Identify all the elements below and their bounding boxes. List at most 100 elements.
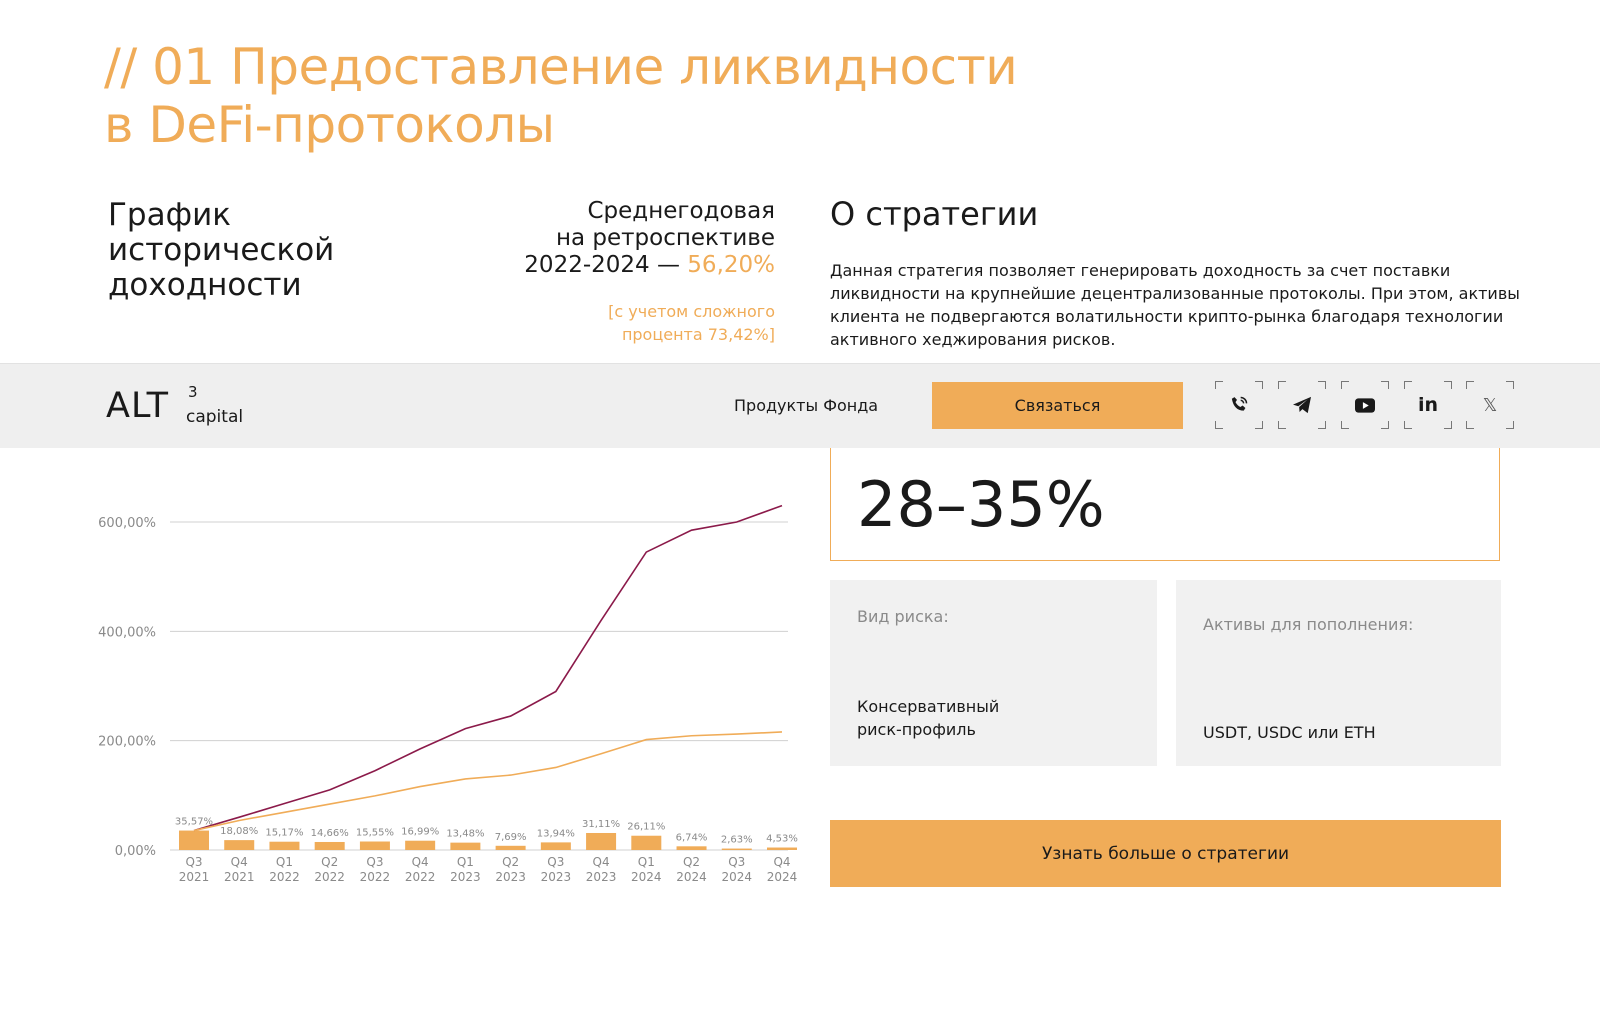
compound-line2: процента 73,42%] xyxy=(621,325,775,344)
average-period: 2022-2024 — xyxy=(524,252,688,278)
bar xyxy=(586,832,617,850)
bar-value-label: 2,63% xyxy=(721,835,753,846)
bar xyxy=(450,842,481,850)
bar xyxy=(495,845,526,850)
youtube-icon[interactable] xyxy=(1341,381,1389,429)
navbar: ALT 3 capital Продукты Фонда Связаться i… xyxy=(0,363,1600,448)
x-tick-quarter: Q4 xyxy=(593,855,610,869)
x-tick-year: 2024 xyxy=(767,870,798,884)
bar-value-label: 31,11% xyxy=(582,819,620,830)
series-line xyxy=(193,504,783,832)
average-value: 56,20% xyxy=(687,252,775,278)
history-chart: 0,00% 200,00% 400,00% 600,00% 35,57% 18,08% 15… xyxy=(70,470,810,890)
x-tick-quarter: Q1 xyxy=(638,855,655,869)
x-tick-quarter: Q3 xyxy=(728,855,745,869)
bar xyxy=(767,847,797,850)
assets-value: USDT, USDC или ETH xyxy=(1203,723,1376,742)
x-tick-year: 2024 xyxy=(676,870,707,884)
x-tick-year: 2024 xyxy=(721,870,752,884)
history-title-line2: исторической xyxy=(108,232,335,268)
bar-value-label: 15,55% xyxy=(356,827,394,838)
x-tick-quarter: Q4 xyxy=(412,855,429,869)
bar xyxy=(721,848,752,850)
x-tick-quarter: Q4 xyxy=(231,855,248,869)
bar xyxy=(314,841,345,850)
risk-card: Вид риска: Консервативный риск-профиль xyxy=(830,580,1157,766)
x-tick-quarter: Q1 xyxy=(276,855,293,869)
about-title: О стратегии xyxy=(830,195,1039,233)
x-tick-year: 2021 xyxy=(179,870,210,884)
page-title: // 01 Предоставление ликвидности в DeFi-… xyxy=(104,38,1304,154)
bar xyxy=(269,841,300,850)
bar xyxy=(405,840,436,850)
compound-note: [с учетом сложного процента 73,42%] xyxy=(430,300,775,346)
learn-more-button[interactable]: Узнать больше о стратегии xyxy=(830,820,1501,887)
risk-value-line2: риск-профиль xyxy=(857,720,976,739)
telegram-icon-glyph xyxy=(1293,396,1311,414)
risk-value-line1: Консервативный xyxy=(857,697,1000,716)
bar-value-label: 35,57% xyxy=(175,817,213,828)
telegram-icon[interactable] xyxy=(1278,381,1326,429)
x-tick-quarter: Q4 xyxy=(773,855,790,869)
bar xyxy=(359,841,390,850)
page-title-line1: // 01 Предоставление ликвидности xyxy=(104,38,1018,96)
logo-subtitle: capital xyxy=(186,407,244,427)
x-tick-quarter: Q1 xyxy=(457,855,474,869)
x-icon[interactable]: 𝕏 xyxy=(1466,381,1514,429)
average-line1: Среднегодовая xyxy=(587,198,775,224)
page-title-line2: в DeFi-протоколы xyxy=(104,96,555,154)
risk-value: Консервативный риск-профиль xyxy=(857,695,999,741)
average-return: Среднегодовая на ретроспективе 2022-2024… xyxy=(430,198,775,279)
y-tick-label: 200,00% xyxy=(98,735,156,750)
youtube-icon-glyph xyxy=(1355,397,1375,413)
bar xyxy=(676,846,707,850)
x-tick-year: 2022 xyxy=(314,870,345,884)
logo-superscript: 3 xyxy=(188,383,198,401)
x-tick-quarter: Q3 xyxy=(366,855,383,869)
history-chart-title: График исторической доходности xyxy=(108,198,334,303)
x-tick-quarter: Q2 xyxy=(683,855,700,869)
bar xyxy=(224,840,255,850)
average-line3: 2022-2024 — 56,20% xyxy=(430,252,775,279)
bar-value-label: 26,11% xyxy=(627,822,665,833)
bar-value-label: 18,08% xyxy=(220,826,258,837)
x-tick-quarter: Q3 xyxy=(547,855,564,869)
series-line xyxy=(193,731,783,832)
bar-value-label: 14,66% xyxy=(311,828,349,839)
y-tick-label: 0,00% xyxy=(115,844,156,859)
about-text: Данная стратегия позволяет генерировать … xyxy=(830,261,1520,349)
y-tick-label: 600,00% xyxy=(98,516,156,531)
y-tick-label: 400,00% xyxy=(98,625,156,640)
assets-card: Активы для пополнения: USDT, USDC или ET… xyxy=(1176,580,1501,766)
average-line2: на ретроспективе xyxy=(555,225,775,251)
risk-label: Вид риска: xyxy=(857,607,949,626)
x-tick-year: 2023 xyxy=(450,870,481,884)
bar xyxy=(179,830,209,850)
products-link[interactable]: Продукты Фонда xyxy=(734,396,879,415)
x-tick-year: 2022 xyxy=(405,870,436,884)
x-tick-year: 2024 xyxy=(631,870,662,884)
bar-value-label: 7,69% xyxy=(495,832,527,843)
assets-label: Активы для пополнения: xyxy=(1203,615,1414,634)
x-tick-year: 2021 xyxy=(224,870,255,884)
expected-rate: 28–35% xyxy=(857,468,1105,541)
linkedin-icon[interactable]: in xyxy=(1404,381,1452,429)
bar-value-label: 16,99% xyxy=(401,827,439,838)
x-tick-year: 2023 xyxy=(541,870,572,884)
compound-line1: [с учетом сложного xyxy=(608,302,775,321)
history-chart-svg: 0,00% 200,00% 400,00% 600,00% 35,57% 18,08% 15… xyxy=(98,504,798,884)
bar-value-label: 4,53% xyxy=(766,834,798,845)
contact-button[interactable]: Связаться xyxy=(932,382,1183,429)
history-title-line3: доходности xyxy=(108,267,302,303)
bar-value-label: 6,74% xyxy=(676,832,708,843)
logo[interactable]: ALT 3 capital xyxy=(106,383,243,427)
bar-value-label: 15,17% xyxy=(265,828,303,839)
bar xyxy=(540,842,571,850)
logo-main: ALT xyxy=(106,386,170,426)
x-tick-quarter: Q2 xyxy=(502,855,519,869)
bar xyxy=(631,835,662,850)
phone-icon[interactable] xyxy=(1215,381,1263,429)
linkedin-icon-glyph: in xyxy=(1417,394,1439,416)
x-tick-year: 2023 xyxy=(495,870,526,884)
phone-icon-glyph xyxy=(1231,396,1248,411)
